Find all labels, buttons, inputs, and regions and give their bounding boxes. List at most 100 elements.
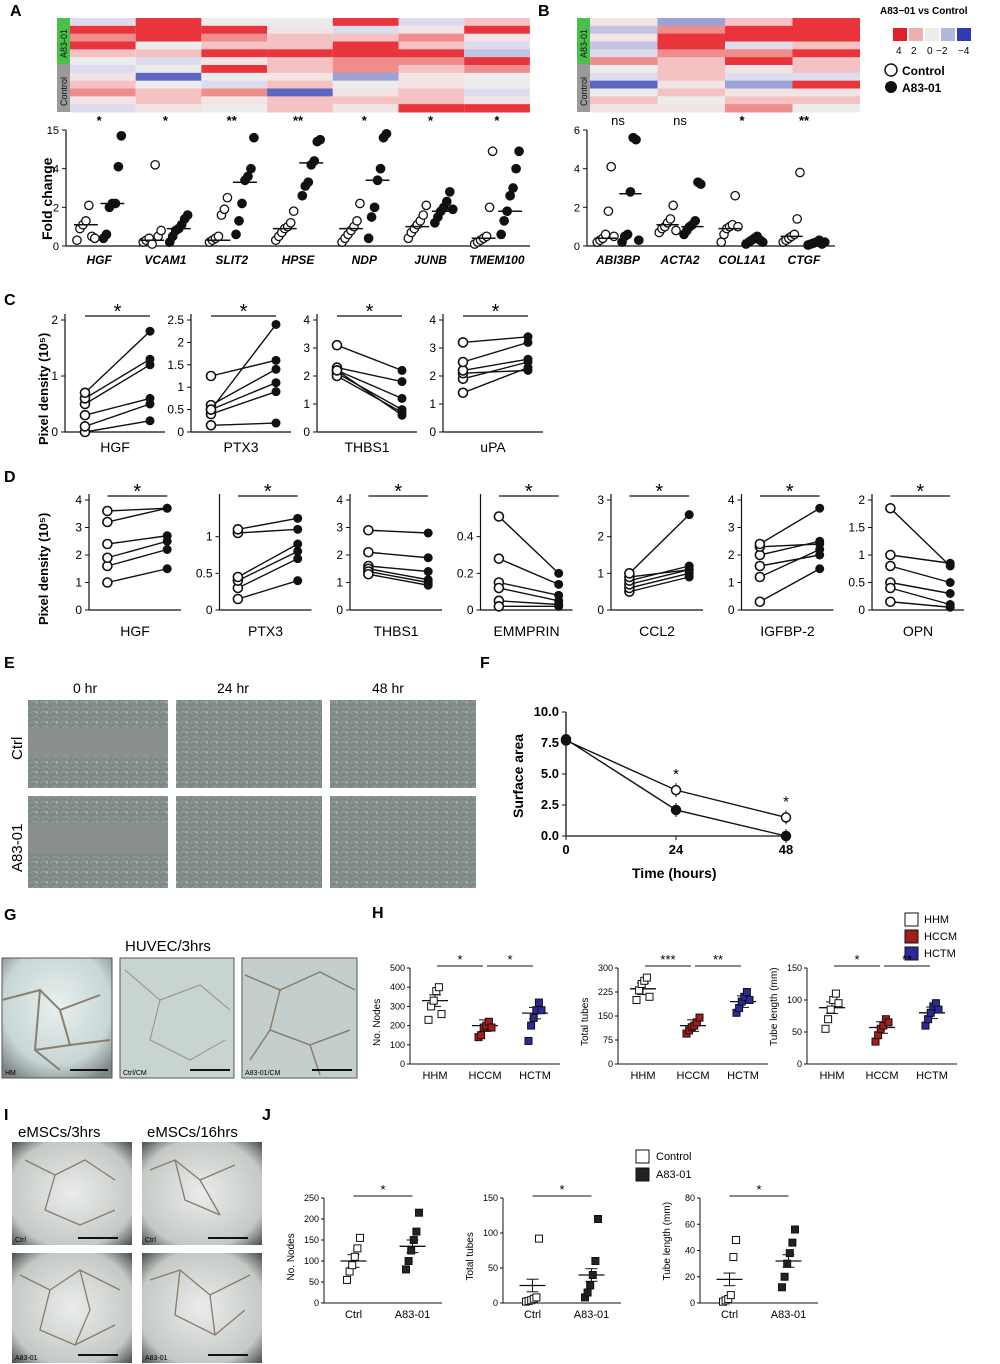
panel-c: Pixel density (10⁵) 0 1 2 * HGF 0 0.5 1 1.5 2 2.5 *… bbox=[36, 301, 543, 455]
heatmap-cell bbox=[135, 33, 202, 42]
panel-e-row-1: A83-01 bbox=[9, 824, 26, 872]
control-point bbox=[102, 538, 113, 550]
pair-line bbox=[336, 344, 403, 372]
group-label: A83-01 bbox=[395, 1309, 430, 1321]
a83-point bbox=[271, 355, 281, 365]
heatmap-cell bbox=[267, 96, 333, 105]
heatmap-cell bbox=[201, 57, 268, 66]
micrograph-msc-3h-ctrl: Ctrl bbox=[12, 1142, 132, 1245]
pair-line bbox=[759, 568, 821, 603]
a83-point bbox=[116, 130, 127, 141]
dot-tick-label: 100 bbox=[787, 995, 802, 1005]
heatmap-cell bbox=[464, 25, 530, 35]
micrograph-caption-hm: HM bbox=[5, 1070, 16, 1077]
y-tick-label: 4 bbox=[53, 164, 59, 176]
pair-line bbox=[84, 330, 151, 394]
paired-tick-label: 0 bbox=[303, 425, 310, 439]
heatmap-cell bbox=[135, 41, 202, 50]
a83-point bbox=[499, 216, 509, 226]
pair-line bbox=[462, 341, 529, 363]
a83-point bbox=[397, 377, 407, 387]
group-label: HHM bbox=[422, 1070, 447, 1082]
a83-point bbox=[162, 531, 172, 541]
category-label: NDP bbox=[352, 253, 378, 267]
a83-point bbox=[780, 830, 792, 842]
heatmap-cell bbox=[657, 72, 725, 82]
heatmap-cell bbox=[70, 96, 136, 105]
pair-line bbox=[629, 572, 690, 589]
pair-line bbox=[629, 576, 690, 593]
f-y-tick-label: 10.0 bbox=[534, 704, 559, 719]
panel-f-xlabel: Time (hours) bbox=[632, 865, 717, 881]
panel-d-ylabel: Pixel density (10⁵) bbox=[36, 513, 51, 625]
heatmap-cell bbox=[332, 57, 399, 66]
dot-plot-ylabel: No. Nodes bbox=[372, 999, 383, 1046]
paired-plot-label: PTX3 bbox=[223, 439, 258, 455]
paired-tick-label: 0 bbox=[336, 603, 343, 617]
paired-tick-label: 2.5 bbox=[167, 313, 184, 327]
significance-mark: * bbox=[394, 481, 402, 503]
significance-mark: * bbox=[655, 481, 663, 503]
control-point bbox=[481, 231, 492, 242]
micrograph-caption-msc-3h-ctrl: Ctrl bbox=[15, 1237, 26, 1244]
data-point bbox=[645, 992, 654, 1001]
group-label: A83-01 bbox=[574, 1309, 609, 1321]
micrograph-a83-48hr bbox=[330, 796, 476, 888]
scale-label-neg4: −4 bbox=[958, 46, 970, 57]
pair-line bbox=[498, 600, 559, 606]
group-label: HHM bbox=[630, 1070, 655, 1082]
a83-point bbox=[815, 550, 825, 560]
heatmap-cell bbox=[201, 41, 268, 50]
heatmap-cell bbox=[201, 72, 268, 82]
data-point bbox=[537, 1006, 546, 1015]
a83-point bbox=[271, 319, 281, 329]
panel-c-letter: C bbox=[4, 292, 16, 309]
control-point bbox=[421, 200, 432, 211]
panel-j: Control A83-01 No. Nodes050100150200250C… bbox=[286, 1149, 818, 1321]
control-point bbox=[363, 568, 374, 580]
heatmap-cell bbox=[657, 49, 725, 58]
control-point bbox=[222, 192, 233, 203]
f-y-tick-label: 0.0 bbox=[541, 828, 559, 843]
scale-label-4: 4 bbox=[896, 46, 902, 57]
a83-point bbox=[297, 190, 308, 201]
pair-line bbox=[890, 581, 951, 595]
dot-tick-label: 75 bbox=[603, 1035, 613, 1045]
heatmap-cell bbox=[70, 49, 136, 58]
data-point bbox=[532, 1293, 541, 1302]
pair-line bbox=[629, 568, 690, 578]
panel-j-letter: J bbox=[262, 1107, 271, 1124]
paired-tick-label: 2 bbox=[177, 335, 184, 349]
pair-line bbox=[498, 558, 559, 585]
a83-point bbox=[363, 233, 374, 244]
control-point bbox=[363, 524, 374, 536]
control-point bbox=[487, 146, 498, 157]
data-point bbox=[778, 1283, 786, 1292]
group-label: Ctrl bbox=[524, 1309, 541, 1321]
legend-swatch-hhm bbox=[904, 912, 919, 927]
paired-tick-label: 1 bbox=[597, 566, 604, 580]
pair-line bbox=[237, 579, 298, 600]
pair-line bbox=[210, 422, 277, 426]
paired-tick-label: 0.5 bbox=[167, 403, 184, 417]
pair-line bbox=[336, 369, 403, 416]
pair-line bbox=[889, 507, 951, 567]
heatmap-cell bbox=[332, 33, 399, 42]
heatmap-cell bbox=[398, 57, 465, 66]
chart-a: Fold change 02415HGF*VCAM1*SLIT2**HPSE**… bbox=[39, 113, 530, 267]
a83-point bbox=[523, 354, 533, 364]
heatmap-a: A83-01 Control bbox=[57, 18, 530, 113]
pair-line bbox=[629, 568, 690, 586]
dot-tick-label: 60 bbox=[685, 1219, 695, 1229]
heatmap-cell bbox=[725, 18, 793, 27]
data-point bbox=[742, 988, 751, 996]
significance-mark: ** bbox=[713, 952, 723, 967]
a83-point bbox=[423, 580, 433, 590]
pair-line bbox=[107, 568, 168, 584]
significance-mark: * bbox=[264, 481, 272, 503]
control-point bbox=[352, 216, 362, 226]
dot-tick-label: 225 bbox=[598, 987, 613, 997]
pair-line bbox=[759, 548, 820, 578]
control-point bbox=[885, 549, 896, 561]
panel-e-col-1: 24 hr bbox=[217, 680, 249, 696]
